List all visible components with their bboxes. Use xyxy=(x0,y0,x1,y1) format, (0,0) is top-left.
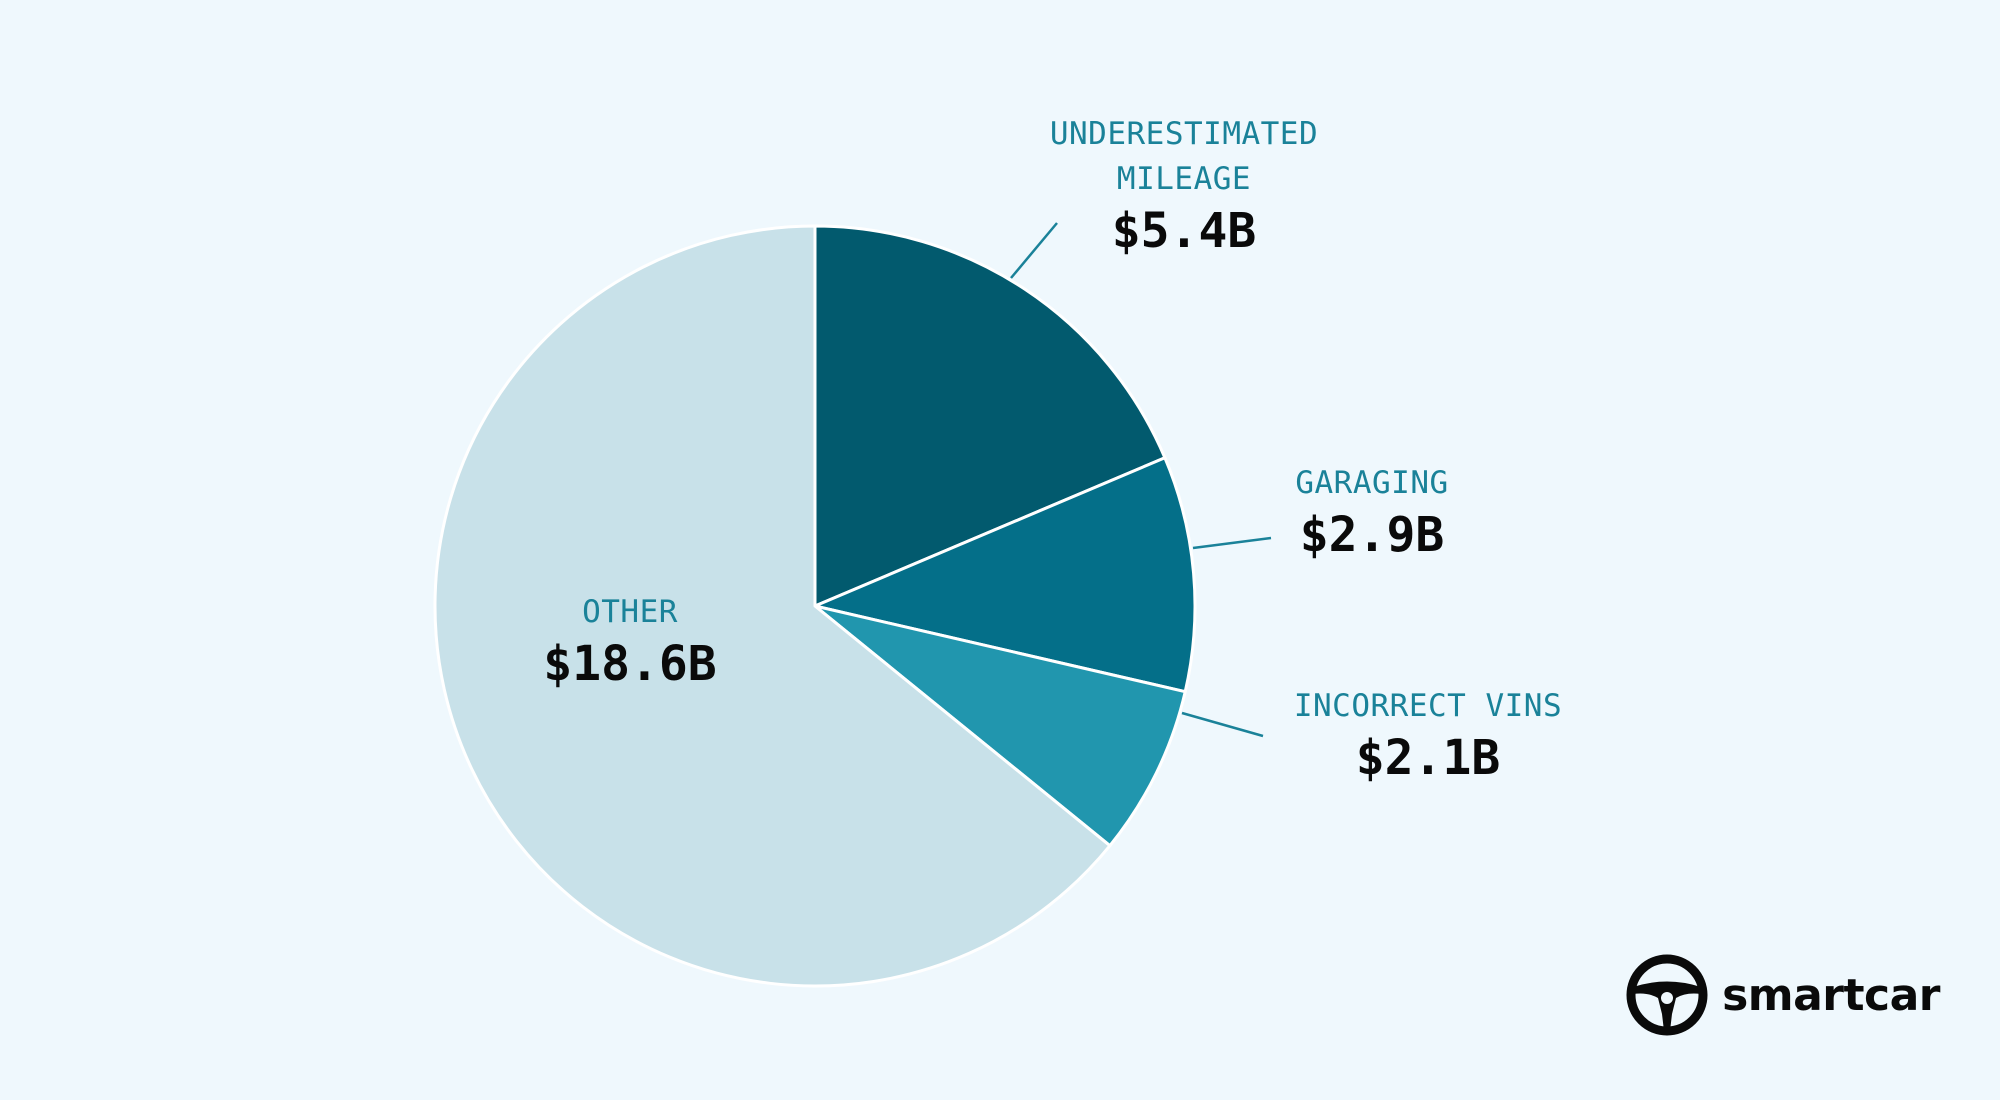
category-label-garaging: GARAGING xyxy=(1295,465,1448,501)
value-label-garaging: $2.9B xyxy=(1300,507,1445,563)
pie-slice-underestimated-mileage xyxy=(813,224,1167,608)
pie-slice-incorrect-vins xyxy=(813,604,1187,848)
steering-wheel-icon xyxy=(1626,954,1708,1036)
value-label-underestimated-mileage: $5.4B xyxy=(1112,203,1257,259)
leader-line-underestimated-mileage xyxy=(1010,222,1058,279)
value-label-other: $18.6B xyxy=(543,636,716,692)
value-label-incorrect-vins: $2.1B xyxy=(1356,730,1501,786)
brand-wordmark: smartcar xyxy=(1722,969,1940,1021)
category-label-other: OTHER xyxy=(582,594,678,630)
pie-slice-garaging xyxy=(813,456,1197,694)
category-label-incorrect-vins: INCORRECT VINS xyxy=(1294,688,1562,724)
leader-line-incorrect-vins xyxy=(1181,711,1264,738)
leader-line-garaging xyxy=(1192,536,1272,550)
brand-logo: smartcar xyxy=(1626,954,1940,1036)
pie-slice-other xyxy=(433,224,1112,988)
category-label-underestimated-mileage: MILEAGE xyxy=(1117,161,1251,197)
category-label-underestimated-mileage: UNDERESTIMATED xyxy=(1050,116,1318,152)
